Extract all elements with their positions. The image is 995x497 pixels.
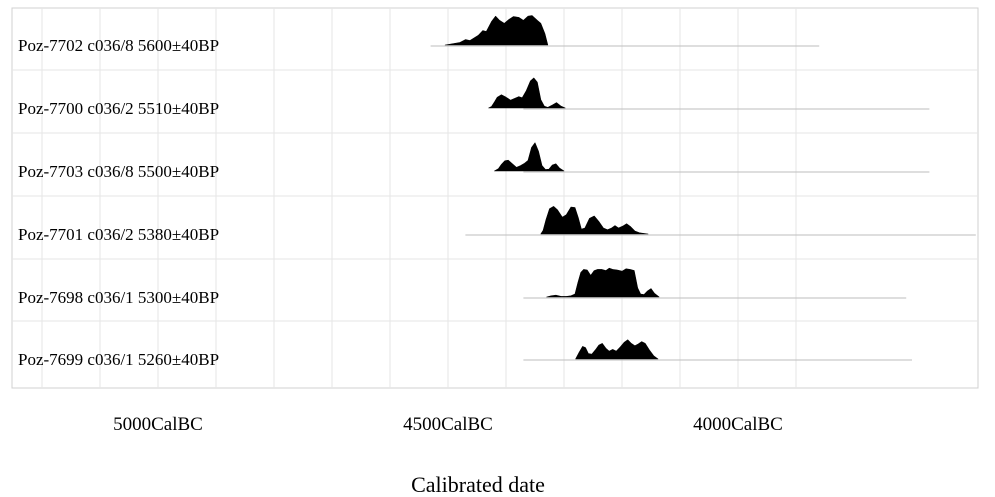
probability-distribution	[546, 267, 660, 298]
x-tick-label: 4500CalBC	[403, 414, 493, 435]
probability-distribution	[575, 339, 659, 360]
sample-label: Poz-7702 c036/8 5600±40BP	[18, 36, 219, 55]
probability-distribution	[444, 15, 549, 46]
grid-layer	[12, 8, 978, 388]
plot-frame	[11, 7, 979, 389]
sample-row: Poz-7700 c036/2 5510±40BP	[18, 77, 930, 118]
sample-label: Poz-7703 c036/8 5500±40BP	[18, 162, 219, 181]
x-axis-ticks: 5000CalBC 4500CalBC 4000CalBC	[113, 414, 783, 435]
probability-distribution	[488, 77, 566, 109]
sample-label: Poz-7698 c036/1 5300±40BP	[18, 288, 219, 307]
sample-rows: Poz-7702 c036/8 5600±40BP Poz-7700 c036/2…	[18, 15, 976, 369]
sample-row: Poz-7702 c036/8 5600±40BP	[18, 15, 820, 55]
sample-row: Poz-7701 c036/2 5380±40BP	[18, 206, 976, 244]
sample-label: Poz-7699 c036/1 5260±40BP	[18, 350, 219, 369]
x-axis-title: Calibrated date	[411, 472, 545, 497]
probability-distribution	[494, 142, 565, 172]
x-tick-label: 5000CalBC	[113, 414, 203, 435]
sample-label: Poz-7701 c036/2 5380±40BP	[18, 225, 219, 244]
x-tick-label: 4000CalBC	[693, 414, 783, 435]
sample-label: Poz-7700 c036/2 5510±40BP	[18, 99, 219, 118]
sample-row: Poz-7698 c036/1 5300±40BP	[18, 267, 907, 307]
sample-row: Poz-7699 c036/1 5260±40BP	[18, 339, 912, 369]
sample-row: Poz-7703 c036/8 5500±40BP	[18, 142, 930, 181]
probability-distribution	[540, 206, 649, 235]
